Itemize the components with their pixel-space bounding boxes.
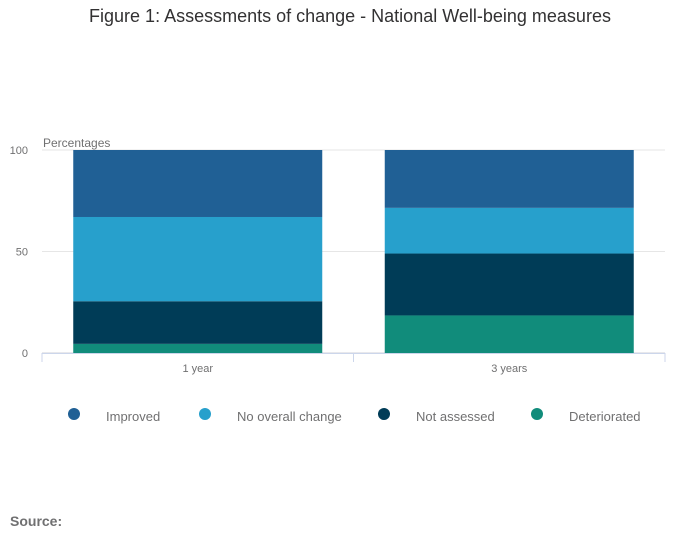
legend-label: No overall change [237,409,342,424]
legend-label: Deteriorated [569,409,641,424]
source-label: Source: [10,513,63,529]
bar-segment-improved [73,150,323,217]
legend-label: Improved [106,409,160,424]
legend-marker [68,408,80,420]
legend-marker [378,408,390,420]
bar-segment-improved [384,150,634,208]
legend-marker [531,408,543,420]
x-tick-label: 3 years [491,363,528,375]
chart-title: Figure 1: Assessments of change - Nation… [89,6,611,26]
bar-segment-not-assessed [73,301,323,344]
bar-segment-not-assessed [384,253,634,316]
y-tick-label: 50 [16,247,28,259]
legend-marker [199,408,211,420]
y-axis-label: Percentages [43,136,110,150]
bar-segment-deteriorated [384,315,634,353]
x-tick-label: 1 year [182,363,213,375]
bar-segment-no-overall-change [384,207,634,254]
y-tick-label: 0 [22,348,28,360]
bar-segment-deteriorated [73,343,323,353]
legend-label: Not assessed [416,409,495,424]
bar-segment-no-overall-change [73,216,323,302]
y-tick-label: 100 [10,145,28,157]
